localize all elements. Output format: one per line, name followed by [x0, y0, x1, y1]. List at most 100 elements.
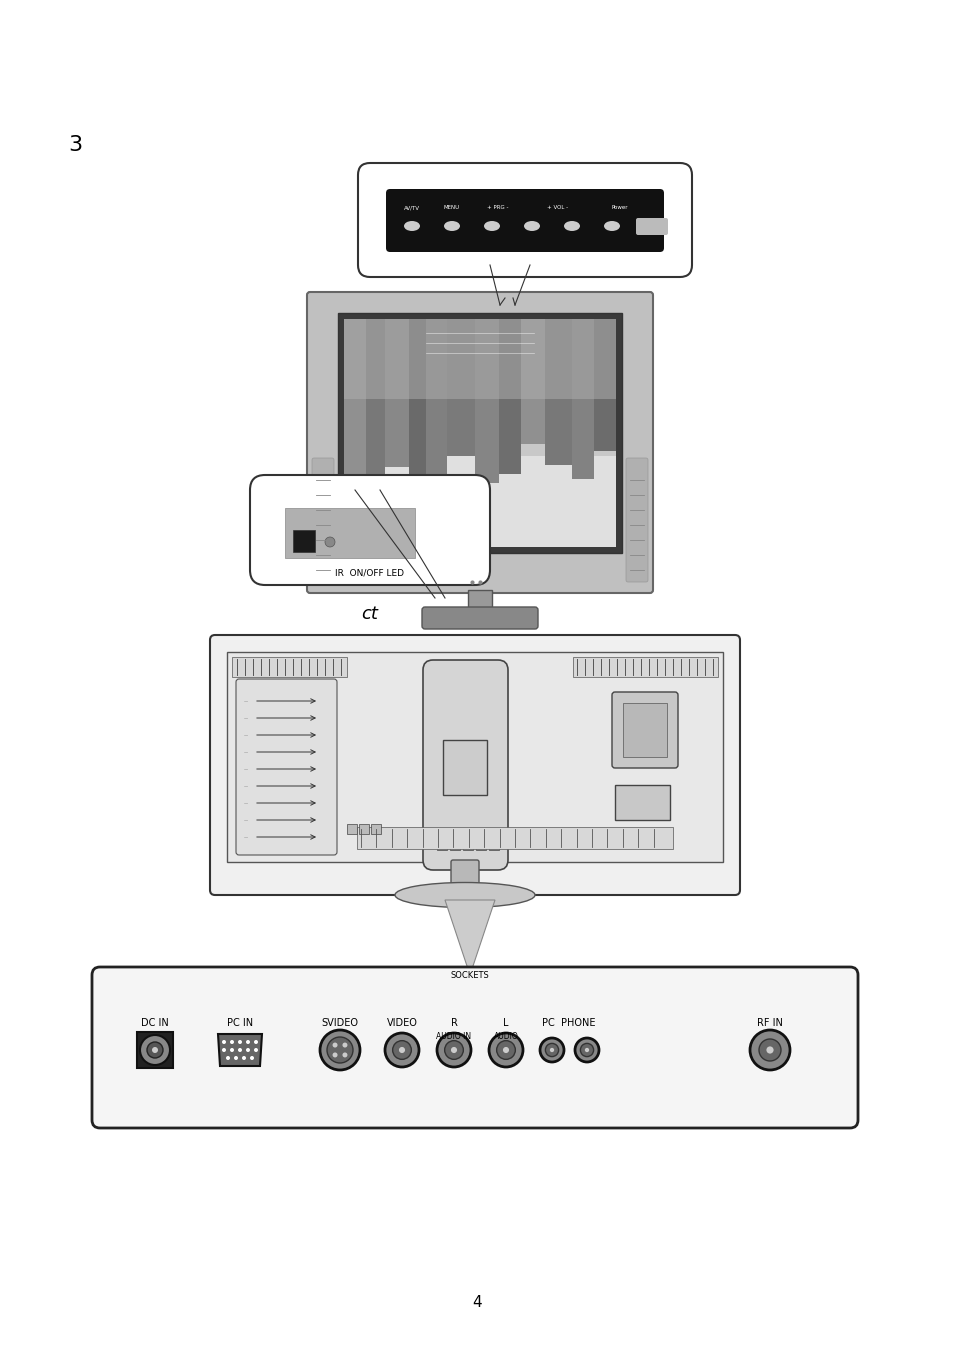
Bar: [425, 319, 447, 490]
Bar: [462, 842, 473, 850]
Circle shape: [233, 1056, 237, 1060]
FancyBboxPatch shape: [91, 967, 857, 1129]
Circle shape: [152, 1048, 158, 1053]
Circle shape: [222, 1040, 226, 1044]
Circle shape: [342, 1053, 347, 1057]
Polygon shape: [218, 1034, 262, 1066]
Text: AUDIO: AUDIO: [493, 1031, 517, 1041]
FancyBboxPatch shape: [312, 458, 334, 582]
Circle shape: [250, 1056, 253, 1060]
Text: —: —: [244, 818, 248, 822]
Text: IR  ON/OFF LED: IR ON/OFF LED: [335, 568, 404, 578]
Bar: [365, 319, 384, 501]
Circle shape: [749, 1030, 789, 1071]
Circle shape: [502, 1048, 509, 1053]
Bar: [498, 319, 520, 474]
Bar: [474, 319, 498, 483]
FancyBboxPatch shape: [357, 163, 691, 277]
Bar: [227, 652, 722, 863]
Bar: [442, 740, 486, 795]
Circle shape: [444, 1041, 463, 1060]
Text: AUDIO IN: AUDIO IN: [436, 1031, 471, 1041]
Bar: [384, 319, 409, 467]
Ellipse shape: [395, 883, 535, 907]
Bar: [344, 319, 616, 398]
FancyBboxPatch shape: [451, 860, 478, 892]
Polygon shape: [444, 900, 495, 975]
Bar: [476, 842, 485, 850]
Bar: [293, 531, 314, 552]
Circle shape: [253, 1040, 257, 1044]
Bar: [371, 824, 380, 834]
Bar: [573, 657, 718, 676]
FancyBboxPatch shape: [386, 189, 663, 252]
Circle shape: [246, 1040, 250, 1044]
Circle shape: [497, 1041, 515, 1060]
Circle shape: [575, 1038, 598, 1062]
Text: 3: 3: [68, 135, 82, 155]
Bar: [468, 590, 492, 608]
Ellipse shape: [563, 221, 579, 231]
Bar: [545, 319, 572, 464]
Ellipse shape: [483, 221, 499, 231]
Circle shape: [230, 1040, 233, 1044]
Circle shape: [140, 1035, 170, 1065]
Bar: [520, 319, 545, 444]
Circle shape: [545, 1044, 558, 1057]
FancyBboxPatch shape: [422, 660, 507, 869]
Bar: [344, 456, 616, 547]
Circle shape: [436, 1033, 471, 1066]
Ellipse shape: [603, 221, 619, 231]
Circle shape: [385, 1033, 418, 1066]
Bar: [489, 842, 498, 850]
Circle shape: [327, 1037, 353, 1062]
Circle shape: [237, 1040, 242, 1044]
Text: + VOL -: + VOL -: [547, 205, 568, 211]
Bar: [409, 319, 425, 524]
Circle shape: [230, 1048, 233, 1052]
Text: + PRG -: + PRG -: [487, 205, 508, 211]
FancyBboxPatch shape: [625, 458, 647, 582]
Bar: [615, 784, 669, 819]
Circle shape: [333, 1042, 337, 1048]
Bar: [622, 703, 666, 757]
FancyBboxPatch shape: [636, 217, 667, 235]
Bar: [356, 828, 672, 849]
Bar: [572, 319, 594, 479]
Circle shape: [226, 1056, 230, 1060]
Circle shape: [242, 1056, 246, 1060]
Text: PC IN: PC IN: [227, 1018, 253, 1027]
Text: —: —: [244, 801, 248, 805]
Text: —: —: [244, 767, 248, 771]
FancyBboxPatch shape: [612, 693, 678, 768]
Circle shape: [246, 1048, 250, 1052]
FancyBboxPatch shape: [307, 292, 652, 593]
Circle shape: [147, 1042, 163, 1058]
Text: VIDEO: VIDEO: [386, 1018, 417, 1027]
Ellipse shape: [403, 221, 419, 231]
Text: AV/TV: AV/TV: [403, 205, 419, 211]
Bar: [344, 319, 365, 479]
Bar: [594, 319, 616, 451]
Text: 4: 4: [472, 1295, 481, 1309]
Text: DC IN: DC IN: [141, 1018, 169, 1027]
Circle shape: [398, 1048, 405, 1053]
Text: SOCKETS: SOCKETS: [450, 971, 489, 980]
Bar: [285, 508, 415, 558]
Text: MENU: MENU: [443, 205, 459, 211]
Bar: [447, 319, 474, 456]
Text: RF IN: RF IN: [757, 1018, 782, 1027]
Circle shape: [765, 1046, 773, 1053]
Text: ct: ct: [361, 605, 378, 622]
Text: SVIDEO: SVIDEO: [321, 1018, 358, 1027]
Circle shape: [237, 1048, 242, 1052]
Circle shape: [579, 1044, 593, 1057]
Text: —: —: [244, 836, 248, 838]
Circle shape: [393, 1041, 411, 1060]
Circle shape: [489, 1033, 522, 1066]
Circle shape: [222, 1048, 226, 1052]
FancyBboxPatch shape: [250, 475, 490, 585]
FancyBboxPatch shape: [421, 608, 537, 629]
Circle shape: [319, 1030, 359, 1071]
Circle shape: [549, 1048, 554, 1052]
